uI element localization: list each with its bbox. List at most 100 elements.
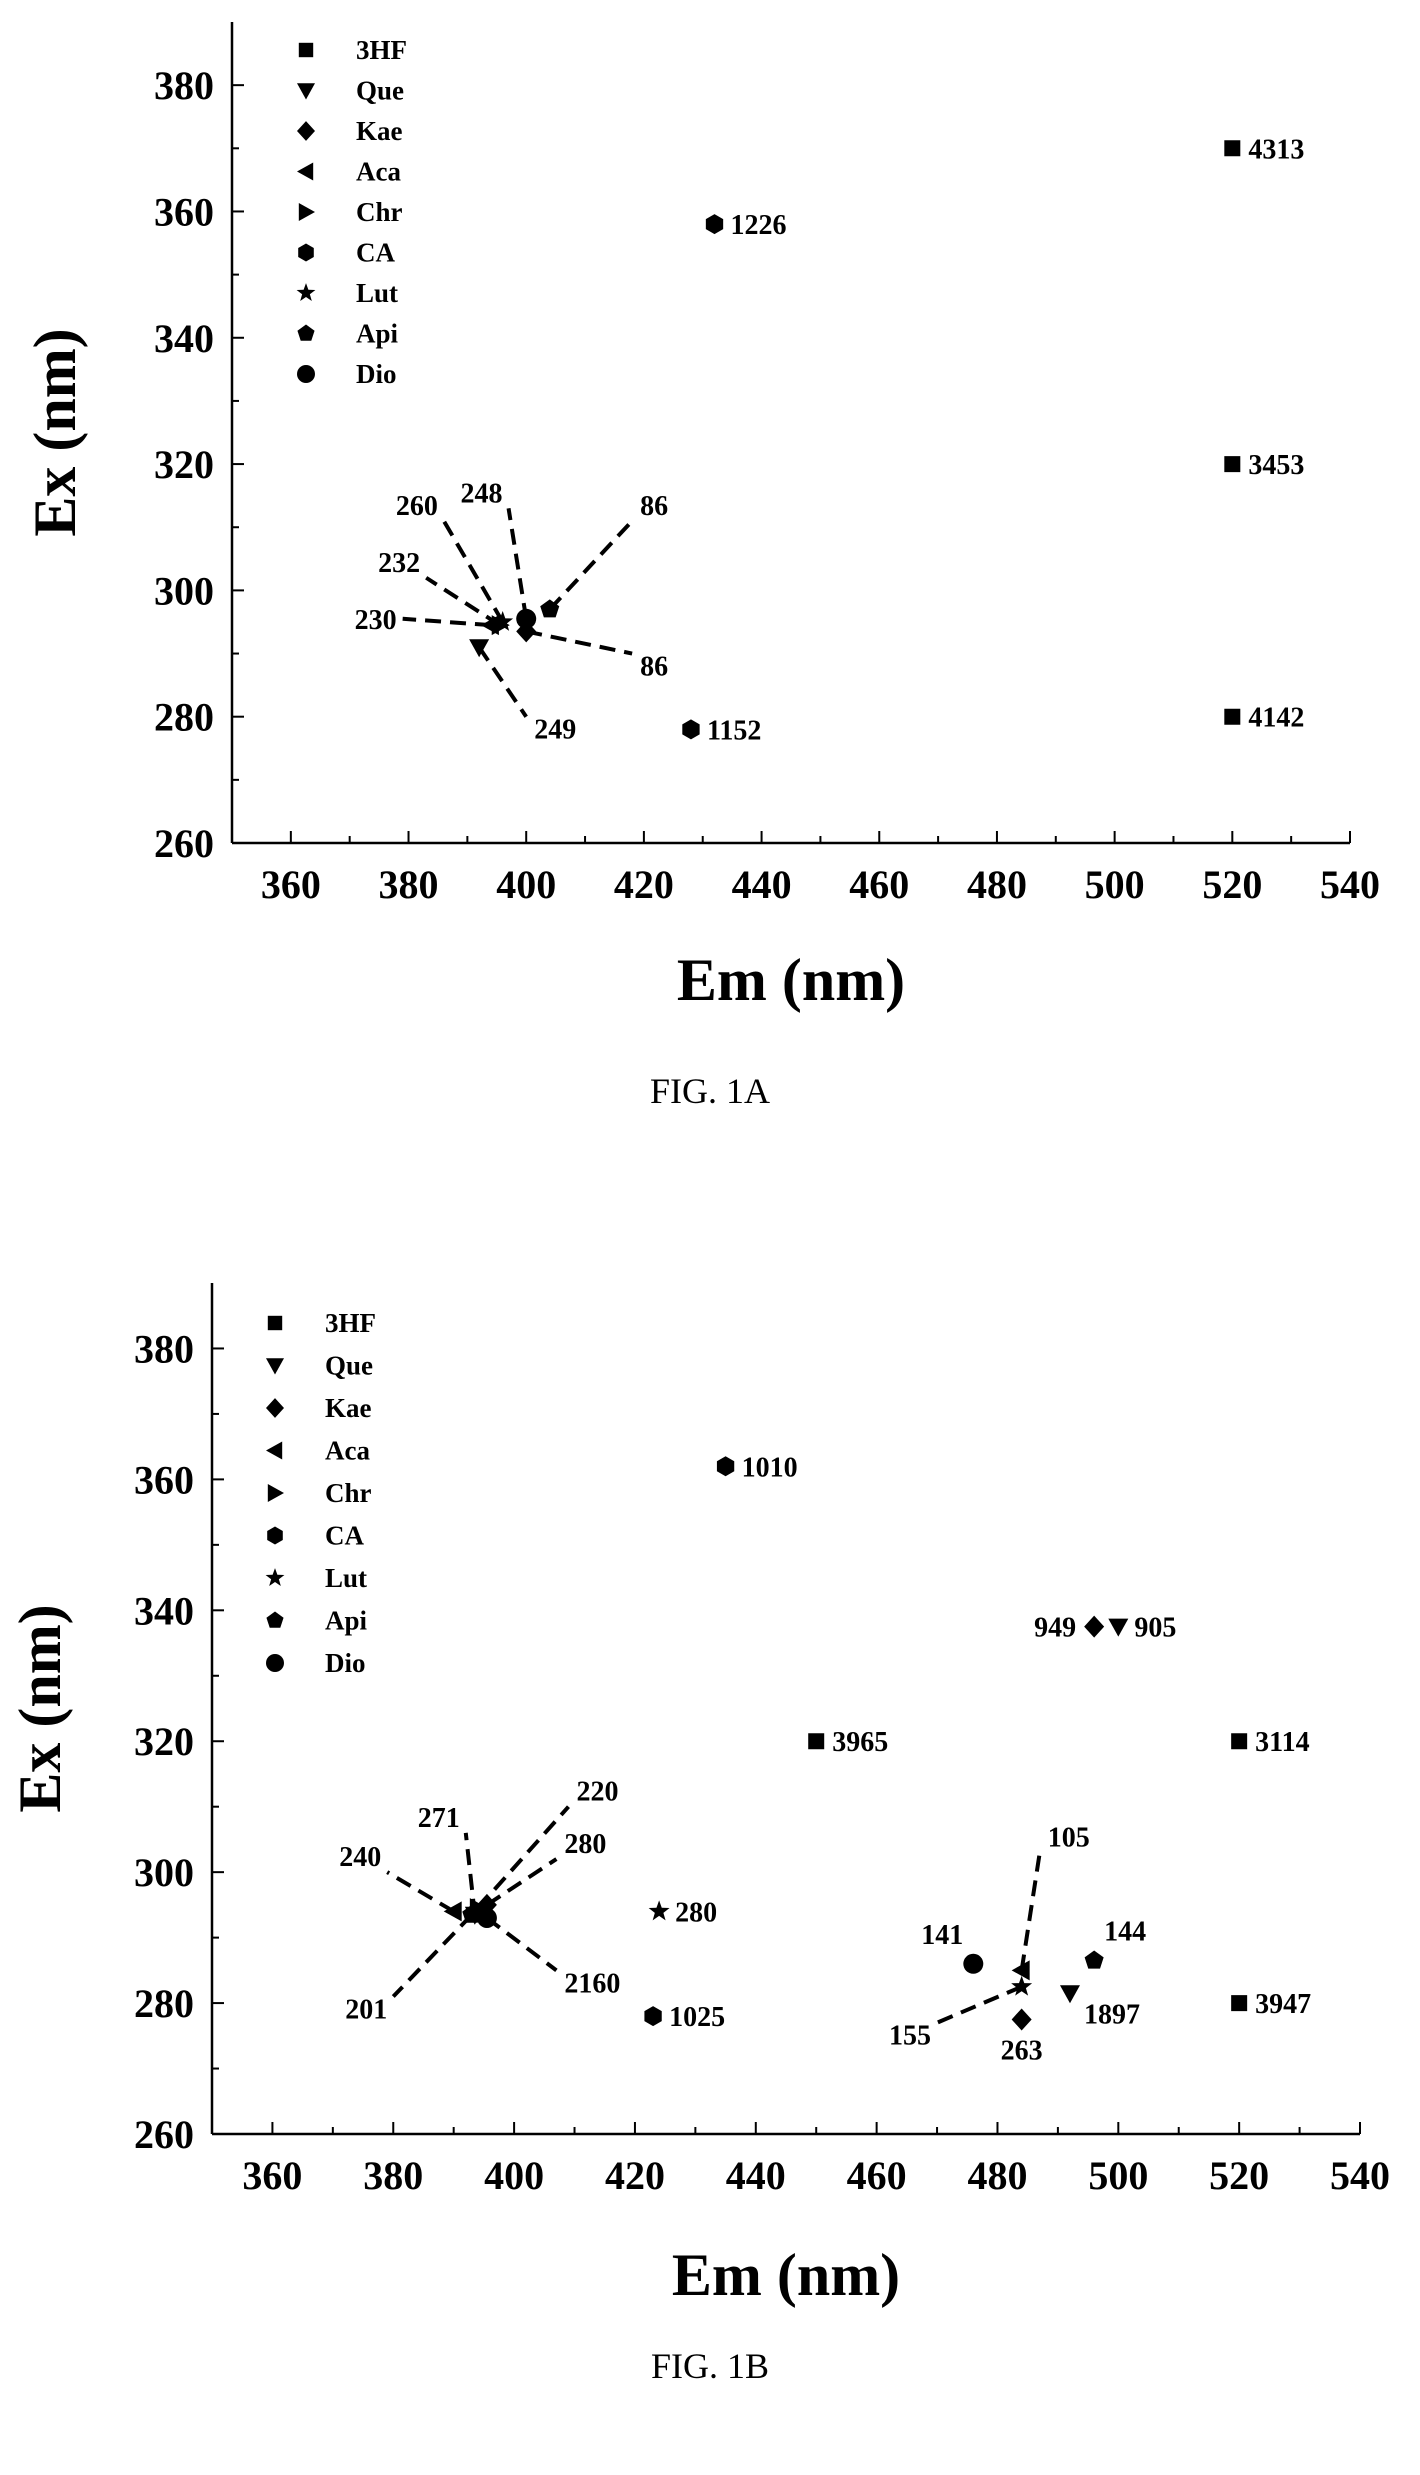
x-tick-label: 400: [496, 862, 556, 907]
data-point-3hf: [1224, 709, 1240, 725]
x-tick-label: 540: [1320, 862, 1380, 907]
legend-label-kae: Kae: [356, 116, 403, 146]
x-tick-label: 520: [1209, 2153, 1269, 2198]
legend-marker-ca: [267, 1527, 283, 1545]
legend-marker-chr: [299, 203, 315, 221]
figure-1a-caption: FIG. 1A: [0, 1070, 1420, 1112]
legend-label-aca: Aca: [356, 157, 401, 187]
x-tick-label: 460: [847, 2153, 907, 2198]
legend-marker-3hf: [299, 43, 313, 57]
figure-1a-chart: 3603804004204404604805005205402602803003…: [0, 0, 1420, 1070]
data-point-que: [1108, 1619, 1128, 1637]
x-tick-label: 460: [849, 862, 909, 907]
y-tick-label: 360: [134, 1457, 194, 1502]
data-point-que: [1060, 1985, 1080, 2003]
data-label: 280: [564, 1829, 606, 1860]
data-label: 4142: [1248, 703, 1304, 734]
data-label: 232: [378, 548, 420, 579]
y-axis-title: Ex (nm): [22, 328, 88, 536]
data-label: 1226: [731, 210, 787, 241]
data-label: 260: [396, 491, 438, 522]
y-tick-label: 340: [134, 1588, 194, 1633]
legend-label-lut: Lut: [356, 278, 398, 308]
legend-label-aca: Aca: [325, 1436, 370, 1466]
legend-marker-kae: [266, 1398, 284, 1418]
data-point-3hf: [1224, 140, 1240, 156]
y-tick-label: 380: [154, 63, 214, 108]
data-label: 86: [640, 652, 668, 683]
legend-marker-lut: [297, 283, 316, 301]
legend-label-que: Que: [356, 76, 404, 106]
data-label: 3965: [832, 1727, 888, 1758]
x-tick-label: 480: [967, 862, 1027, 907]
data-label: 3453: [1248, 450, 1304, 481]
legend-marker-aca: [297, 163, 313, 181]
data-label: 949: [1034, 1613, 1076, 1644]
y-tick-label: 320: [154, 442, 214, 487]
legend-marker-lut: [266, 1568, 285, 1586]
legend-marker-chr: [268, 1484, 284, 1502]
leader-line: [526, 631, 632, 653]
x-tick-label: 360: [242, 2153, 302, 2198]
leader-line: [479, 647, 526, 716]
legend-label-que: Que: [325, 1351, 373, 1381]
legend-marker-api: [266, 1612, 283, 1628]
data-point-lut: [649, 1900, 670, 1920]
data-point-ca: [682, 719, 699, 739]
data-label: 4313: [1248, 134, 1304, 165]
data-label: 1897: [1084, 1999, 1140, 2030]
legend-label-api: Api: [325, 1606, 368, 1636]
legend-marker-aca: [266, 1442, 282, 1460]
y-tick-label: 260: [134, 2112, 194, 2157]
x-tick-label: 540: [1330, 2153, 1390, 2198]
data-label: 263: [1001, 2035, 1043, 2066]
legend-marker-ca: [298, 244, 314, 262]
y-tick-label: 300: [154, 568, 214, 613]
x-tick-label: 480: [967, 2153, 1027, 2198]
y-tick-label: 320: [134, 1719, 194, 1764]
x-tick-label: 500: [1088, 2153, 1148, 2198]
leader-line: [487, 1859, 556, 1905]
legend-marker-kae: [297, 121, 315, 141]
data-point-api: [1085, 1951, 1104, 1969]
data-label: 280: [675, 1897, 717, 1928]
y-tick-label: 380: [134, 1326, 194, 1371]
data-label: 141: [921, 1920, 963, 1951]
data-point-ca: [706, 214, 723, 234]
legend-marker-3hf: [268, 1316, 282, 1330]
data-point-3hf: [1224, 456, 1240, 472]
x-axis-title: Em (nm): [672, 2242, 900, 2308]
leader-line: [393, 1915, 472, 1997]
y-tick-label: 300: [134, 1850, 194, 1895]
y-tick-label: 260: [154, 821, 214, 866]
legend-label-lut: Lut: [325, 1563, 367, 1593]
leader-line: [509, 508, 527, 619]
leader-line: [487, 1918, 556, 1970]
leader-line: [387, 1872, 453, 1911]
legend-label-3hf: 3HF: [356, 35, 407, 65]
legend-label-kae: Kae: [325, 1393, 372, 1423]
legend-label-api: Api: [356, 319, 399, 349]
x-tick-label: 440: [732, 862, 792, 907]
x-axis-title: Em (nm): [677, 947, 905, 1013]
data-point-kae: [1084, 1616, 1104, 1638]
data-point-3hf: [808, 1733, 824, 1749]
x-tick-label: 380: [379, 862, 439, 907]
leader-line: [1022, 1853, 1040, 1971]
y-tick-label: 340: [154, 316, 214, 361]
y-tick-label: 360: [154, 189, 214, 234]
data-label: 240: [339, 1842, 381, 1873]
legend-marker-api: [297, 325, 314, 341]
data-label: 249: [534, 715, 576, 746]
data-label: 144: [1104, 1917, 1146, 1948]
legend-label-chr: Chr: [356, 197, 403, 227]
data-point-ca: [644, 2006, 661, 2026]
figure-1b-caption: FIG. 1B: [0, 2345, 1420, 2387]
legend-label-ca: CA: [356, 238, 395, 268]
data-label: 1152: [707, 715, 761, 746]
data-label: 105: [1048, 1823, 1090, 1854]
x-tick-label: 420: [605, 2153, 665, 2198]
legend-marker-que: [266, 1358, 284, 1374]
figure-1b-chart: 3603804004204404604805005205402602803003…: [0, 1225, 1420, 2475]
data-label: 905: [1134, 1613, 1176, 1644]
